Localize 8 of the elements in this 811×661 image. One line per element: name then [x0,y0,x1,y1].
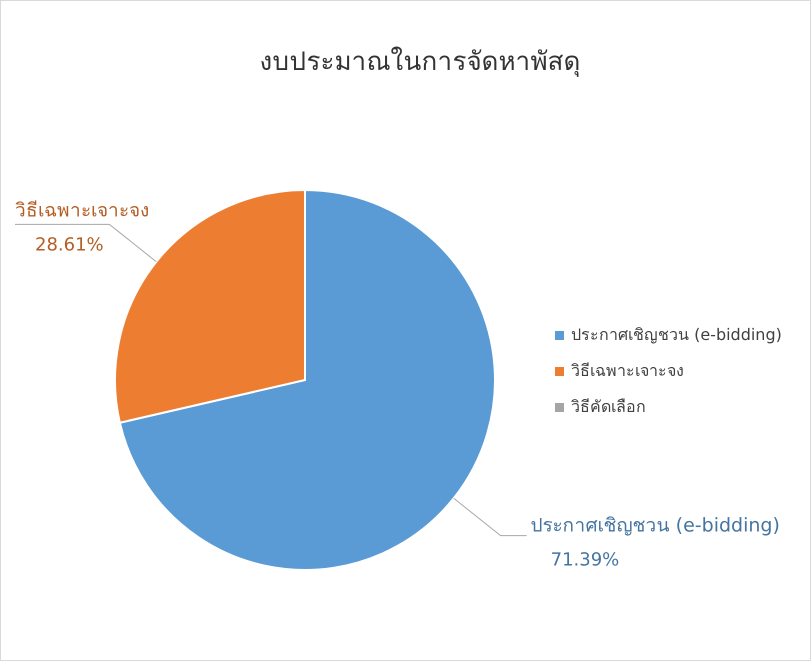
data-label: 71.39% [550,550,620,571]
legend-label: ประกาศเชิญชวน (e-bidding) [571,325,782,344]
slice-label: วิธีเฉพาะเจาะจง [15,199,149,222]
legend-label: วิธีคัดเลือก [571,397,646,416]
slice-label: ประกาศเชิญชวน (e-bidding) [530,514,780,537]
legend-label: วิธีเฉพาะเจาะจง [571,361,684,380]
data-label: 28.61% [35,234,104,256]
chart-title: งบประมาณในการจัดหาพัสดุ [260,47,580,77]
